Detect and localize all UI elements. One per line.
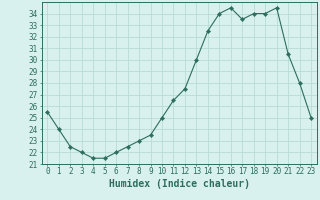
X-axis label: Humidex (Indice chaleur): Humidex (Indice chaleur): [109, 179, 250, 189]
